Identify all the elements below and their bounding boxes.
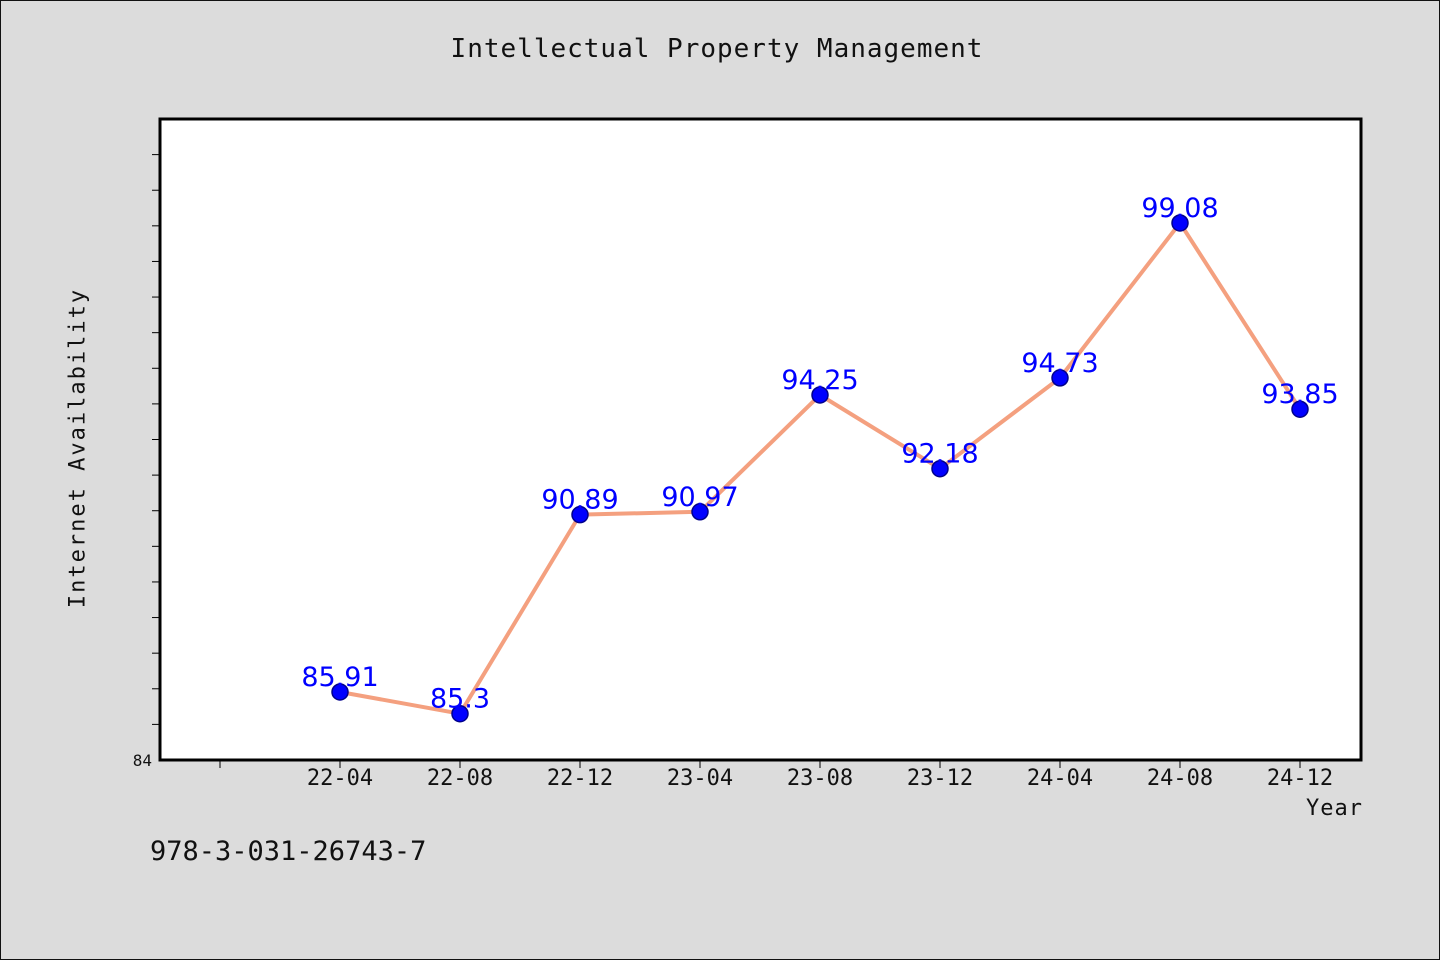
x-tick-label: 22-12 (547, 766, 613, 791)
chart-title: Intellectual Property Management (450, 34, 984, 64)
data-label: 90.97 (661, 482, 738, 513)
data-label: 85.91 (301, 662, 378, 693)
data-point (931, 459, 949, 478)
x-tick-label: 23-08 (787, 766, 853, 791)
data-point (571, 505, 589, 524)
footer-text: 978-3-031-26743-7 (150, 836, 427, 867)
data-label: 93.85 (1261, 379, 1338, 410)
x-axis-ticks: 22-04 22-08 22-12 23-04 23-08 23-12 24-04 24-08… (219, 760, 1333, 791)
data-label: 90.89 (541, 485, 618, 516)
data-label: 99.08 (1141, 193, 1218, 224)
data-point (1171, 214, 1189, 232)
x-axis-label: Year (1306, 796, 1363, 821)
value-labels: 85.91 85.3 90.89 90.97 94.25 92.18 94.73 99.08 9… (301, 193, 1338, 715)
data-label: 85.3 (430, 684, 490, 715)
y-axis-ticks: 84 (133, 154, 160, 770)
x-tick-label: 24-08 (1147, 766, 1213, 791)
data-label: 92.18 (901, 439, 978, 470)
data-point (451, 704, 469, 723)
data-point (691, 503, 709, 521)
data-label: 94.25 (781, 365, 858, 396)
x-tick-label: 23-12 (907, 766, 973, 791)
data-point (331, 683, 349, 701)
x-tick-label: 23-04 (667, 766, 733, 791)
data-point (1291, 400, 1309, 418)
data-point (1051, 369, 1069, 387)
y-tick-label: 84 (133, 751, 152, 770)
data-series (331, 214, 1309, 723)
plot-area (158, 117, 1363, 762)
x-tick-label: 24-12 (1267, 766, 1333, 791)
x-tick-label: 22-08 (427, 766, 493, 791)
data-point (811, 386, 829, 404)
x-tick-label: 22-04 (307, 766, 373, 791)
x-tick-label: 24-04 (1027, 766, 1093, 791)
data-label: 94.73 (1021, 348, 1098, 379)
y-axis-label: Internet Availability (65, 287, 91, 609)
